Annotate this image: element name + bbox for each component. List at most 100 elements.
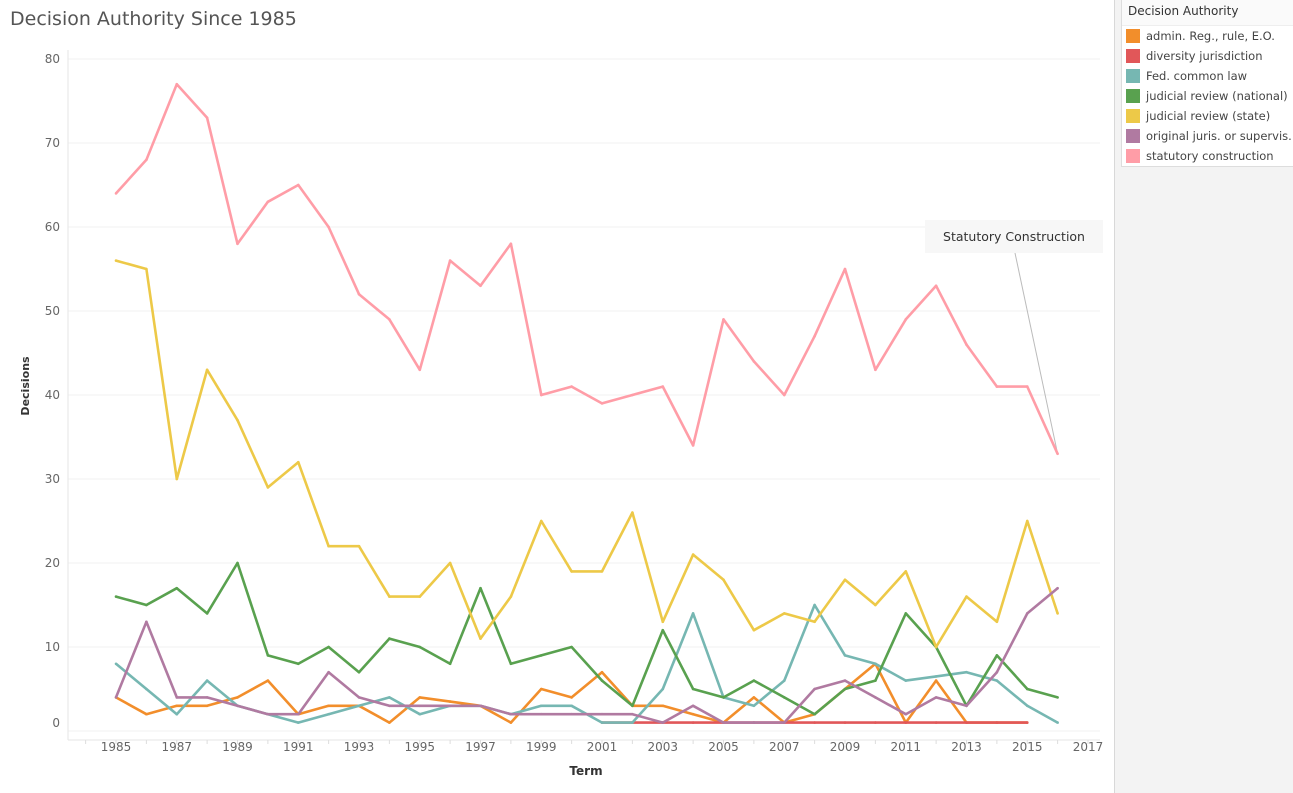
series-line-statutory-construction (115, 82, 1059, 455)
data-point (1025, 385, 1029, 388)
legend-item[interactable]: Fed. common law (1122, 66, 1293, 86)
data-point (205, 679, 209, 682)
x-tick-label: 2001 (587, 740, 618, 754)
data-point (782, 679, 786, 682)
data-point (479, 284, 482, 288)
data-point (752, 721, 756, 724)
y-axis-label: Decisions (19, 356, 32, 416)
data-point (722, 318, 725, 321)
legend-swatch (1126, 149, 1140, 163)
y-tick-label: 20 (45, 556, 60, 570)
legend-item[interactable]: admin. Reg., rule, E.O. (1122, 26, 1293, 46)
data-point (813, 334, 816, 338)
data-point (266, 654, 270, 657)
data-point (145, 267, 148, 271)
data-point (418, 645, 422, 649)
data-point (296, 712, 300, 716)
data-point (813, 687, 816, 691)
legend-swatch (1126, 89, 1140, 103)
data-point (509, 662, 513, 666)
data-point (175, 704, 179, 708)
x-tick-label: 2015 (1012, 740, 1043, 754)
y-tick-label: 70 (45, 136, 60, 150)
data-point (357, 704, 361, 708)
data-point (570, 696, 573, 699)
data-point (175, 696, 179, 699)
data-point (418, 712, 422, 716)
data-point (1056, 586, 1059, 590)
data-point (388, 595, 391, 598)
data-point (874, 696, 877, 699)
data-point (813, 620, 816, 624)
data-point (539, 712, 543, 716)
data-point (934, 645, 938, 649)
legend-swatch (1126, 109, 1140, 123)
data-point (995, 679, 999, 682)
data-point (539, 654, 543, 657)
data-point (752, 679, 756, 682)
data-point (874, 662, 877, 666)
data-point (357, 696, 361, 699)
data-point (357, 670, 361, 674)
data-point (448, 700, 452, 703)
data-point (995, 721, 999, 724)
data-point (539, 519, 543, 523)
legend-label: judicial review (state) (1146, 109, 1271, 123)
legend-item[interactable]: original juris. or supervis. (1122, 126, 1293, 146)
data-point (752, 628, 756, 632)
data-point (782, 721, 786, 724)
legend-label: statutory construction (1146, 149, 1274, 163)
data-point (266, 486, 270, 489)
data-point (843, 654, 847, 657)
data-point (236, 242, 239, 246)
data-point (1056, 696, 1059, 699)
data-point (539, 704, 543, 708)
legend-item[interactable]: judicial review (state) (1122, 106, 1293, 126)
data-point (904, 318, 908, 321)
legend-swatch (1126, 49, 1140, 63)
y-tick-label: 60 (45, 220, 60, 234)
data-point (813, 721, 816, 724)
data-point (874, 679, 877, 682)
data-point (752, 704, 756, 708)
data-point (874, 721, 877, 724)
data-point (266, 679, 270, 682)
data-point (175, 477, 179, 481)
data-point (570, 570, 573, 573)
data-point (175, 586, 179, 590)
x-tick-label: 1991 (283, 740, 314, 754)
legend-item[interactable]: judicial review (national) (1122, 86, 1293, 106)
data-point (600, 679, 604, 682)
legend-label: admin. Reg., rule, E.O. (1146, 29, 1275, 43)
data-point (509, 595, 513, 598)
data-point (631, 721, 634, 724)
data-point (236, 704, 239, 708)
data-point (570, 645, 573, 649)
data-point (722, 721, 725, 724)
data-point (114, 192, 118, 195)
x-tick-label: 2017 (1073, 740, 1104, 754)
data-point (1025, 612, 1029, 615)
data-point (327, 544, 330, 548)
x-tick-label: 1989 (222, 740, 253, 754)
data-point (418, 595, 422, 598)
data-point (509, 242, 513, 246)
data-point (965, 670, 968, 674)
data-point (691, 704, 695, 708)
data-point (418, 368, 422, 372)
data-point (357, 544, 361, 548)
data-point (479, 586, 482, 590)
data-point (388, 696, 391, 699)
legend-item[interactable]: diversity jurisdiction (1122, 46, 1293, 66)
data-point (752, 360, 756, 363)
data-point (479, 704, 482, 708)
data-point (631, 712, 634, 716)
legend-label: Fed. common law (1146, 69, 1248, 83)
data-point (145, 158, 148, 162)
data-point (934, 696, 938, 699)
data-point (114, 595, 118, 598)
legend-item[interactable]: statutory construction (1122, 146, 1293, 166)
data-point (934, 679, 938, 682)
data-point (479, 637, 482, 640)
data-point (843, 267, 847, 271)
